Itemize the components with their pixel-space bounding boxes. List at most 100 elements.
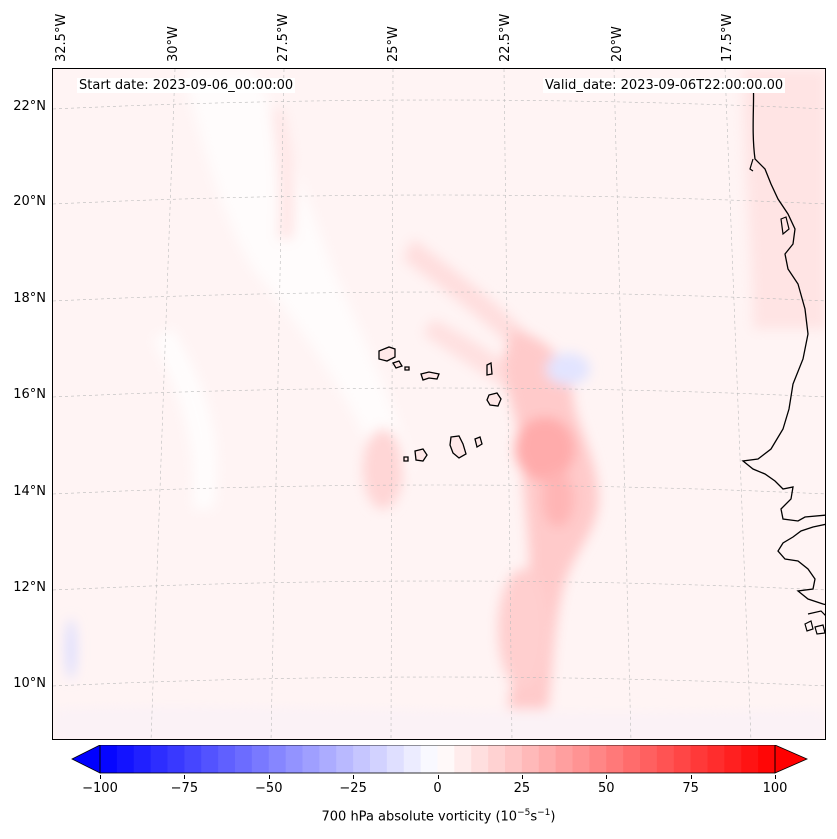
colorbar-tick-label: 75 [682, 781, 699, 796]
colorbar-segment [673, 745, 692, 773]
colorbar-segment [538, 745, 557, 773]
lon-label-32-5w: 32.5°W [54, 13, 69, 62]
colorbar-extend-min [71, 745, 101, 774]
colorbar-segment [589, 745, 607, 773]
colorbar-segment [572, 745, 590, 773]
cap-blanc [749, 158, 790, 236]
colorbar-extend-max [774, 745, 808, 774]
colorbar-tick-label: 0 [433, 781, 442, 796]
vorticity-field-base [53, 69, 825, 739]
lon-label-27-5w: 27.5°W [276, 13, 291, 62]
colorbar-segment [403, 745, 422, 773]
colorbar [71, 745, 808, 774]
lat-label-22n: 22°N [13, 99, 46, 114]
lon-label-30w: 30°W [166, 26, 181, 62]
lat-label-10n: 10°N [13, 676, 46, 691]
island-sao-vicente [392, 360, 403, 369]
lat-label-20n: 20°N [13, 194, 46, 209]
colorbar-segment [302, 745, 320, 773]
colorbar-tick-mark [184, 775, 186, 779]
vorticity-lower [498, 569, 548, 689]
colorbar-segment [184, 745, 202, 773]
lat-label-12n: 12°N [13, 580, 46, 595]
colorbar-label-mid: s [530, 809, 538, 825]
colorbar-segment [386, 745, 405, 773]
gridline-lat-16n [53, 387, 825, 398]
lat-label-18n: 18°N [13, 291, 46, 306]
colorbar-tick-mark [521, 775, 523, 779]
colorbar-tick-mark [437, 775, 439, 779]
colorbar-tick-mark [775, 775, 776, 779]
colorbar-tick-mark [268, 775, 270, 779]
colorbar-tick-label: 25 [513, 781, 531, 796]
low-vorticity-band [183, 69, 413, 479]
vorticity-map [53, 69, 825, 739]
negative-vorticity-spot [546, 353, 590, 385]
africa-coast-south [777, 523, 825, 606]
colorbar-segment [268, 745, 287, 773]
map-frame [52, 68, 826, 740]
island-santo-antao [378, 346, 396, 362]
island-sal [486, 361, 493, 376]
colorbar-segment [150, 745, 168, 773]
gridline-lon-22-5w [503, 69, 513, 739]
gridline-lat-10n [53, 676, 825, 687]
colorbar-segment [201, 745, 219, 773]
colorbar-segment [251, 745, 270, 773]
gridline-lon-20w [613, 69, 632, 739]
gridline-lat-20n [53, 194, 825, 205]
gridline-lat-12n [53, 580, 825, 591]
lon-label-25w: 25°W [386, 26, 401, 62]
lon-label-20w: 20°W [610, 26, 625, 62]
island-boa-vista [486, 392, 502, 407]
valid-date-label: Valid_date: 2023-09-06T22:00:00.00 [543, 78, 786, 93]
colorbar-tick-label: −25 [339, 781, 367, 796]
colorbar-label-suffix: ) [550, 809, 556, 825]
colorbar-segment [741, 745, 759, 773]
gridline-lat-18n [53, 291, 825, 302]
cape-verde-islands [378, 346, 502, 462]
lat-label-14n: 14°N [13, 484, 46, 499]
island-santa-luzia [404, 366, 410, 371]
island-brava [403, 456, 409, 462]
gridline-lon-17-5w [724, 69, 752, 739]
colorbar-segment [218, 745, 236, 773]
negative-vorticity-spot-2 [66, 619, 76, 679]
colorbar-segment [707, 745, 725, 773]
colorbar-segment [336, 745, 354, 773]
vorticity-max-core [515, 417, 575, 481]
colorbar-label-exp2: −1 [537, 808, 551, 818]
colorbar-segment [724, 745, 742, 773]
island-fogo [414, 448, 428, 462]
colorbar-segment [640, 745, 658, 773]
colorbar-tick-mark [606, 775, 608, 779]
gridline-lon-25w [390, 69, 394, 739]
colorbar-segment [555, 745, 573, 773]
vorticity-streak-1 [403, 239, 523, 349]
low-vorticity-band-2 [153, 329, 217, 509]
gridlines [53, 69, 825, 739]
colorbar-segment [319, 745, 337, 773]
colorbar-segment [437, 745, 455, 773]
colorbar-tick-label: −100 [82, 781, 118, 796]
colorbar-tick-label: 50 [597, 781, 615, 796]
colorbar-tick-mark [353, 775, 355, 779]
lon-label-22-5w: 22.5°W [498, 13, 513, 62]
vorticity-streak-2 [423, 319, 523, 394]
colorbar-segment [505, 745, 523, 773]
colorbar-label: 700 hPa absolute vorticity (10−5s−1) [0, 808, 837, 824]
colorbar-segment [116, 745, 135, 773]
lat-label-16n: 16°N [13, 387, 46, 402]
colorbar-segment [471, 745, 489, 773]
southern-band [53, 706, 825, 739]
gridline-lat-14n [53, 484, 825, 495]
vorticity-streak-3 [271, 109, 295, 239]
colorbar-segment [521, 745, 540, 773]
colorbar-segment [285, 745, 303, 773]
coastal-vorticity-band [743, 69, 825, 329]
colorbar-tick-mark [690, 775, 692, 779]
colorbar-segment [353, 745, 371, 773]
vorticity-field [53, 69, 825, 739]
colorbar-segment [420, 745, 438, 773]
colorbar-segment [235, 745, 253, 773]
